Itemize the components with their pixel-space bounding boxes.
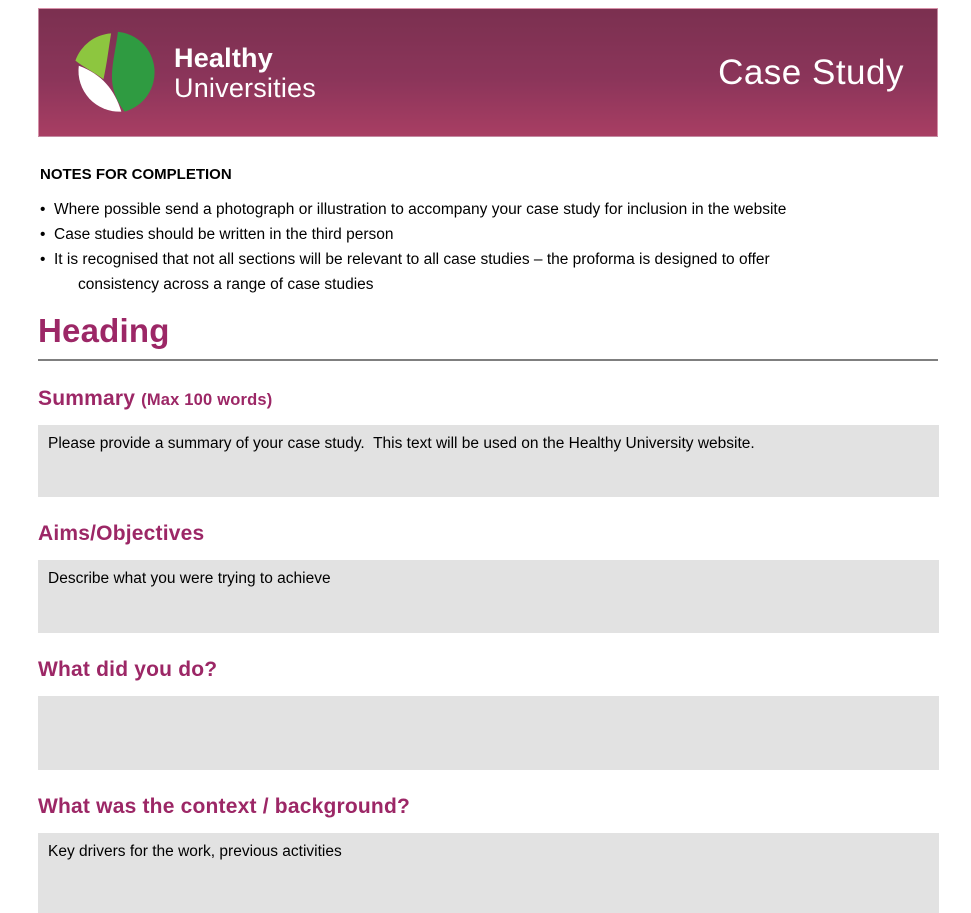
notes-bullet-list: Where possible send a photograph or illu… bbox=[38, 197, 938, 297]
section-summary-title-text: Summary bbox=[38, 387, 136, 410]
section-what-did-you-do: What did you do? bbox=[38, 658, 939, 770]
page-title: Heading bbox=[38, 312, 170, 349]
header-banner: Healthy Universities Case Study bbox=[38, 8, 938, 137]
aims-objectives-placeholder-text: Describe what you were trying to achieve bbox=[48, 570, 331, 587]
logo-wordmark-line1: Healthy bbox=[174, 42, 273, 73]
section-summary: Summary (Max 100 words) Please provide a … bbox=[38, 387, 939, 497]
notes-for-completion-heading: NOTES FOR COMPLETION bbox=[40, 166, 232, 183]
logo-wordmark-line2: Universities bbox=[174, 72, 316, 103]
document-title: Case Study bbox=[718, 52, 904, 92]
section-context-background-title: What was the context / background? bbox=[38, 795, 411, 818]
healthy-universities-sphere-icon bbox=[75, 31, 155, 112]
section-what-did-you-do-title: What did you do? bbox=[38, 658, 218, 681]
section-context-background: What was the context / background? Key d… bbox=[38, 795, 939, 913]
logo-wordmark: Healthy Universities bbox=[174, 43, 316, 103]
note-bullet-3-text: It is recognised that not all sections w… bbox=[54, 251, 770, 268]
summary-answer-box[interactable]: Please provide a summary of your case st… bbox=[38, 425, 939, 497]
context-background-answer-box[interactable]: Key drivers for the work, previous activ… bbox=[38, 833, 939, 913]
banner-logo-group: Healthy Universities bbox=[39, 30, 316, 115]
context-background-placeholder-text: Key drivers for the work, previous activ… bbox=[48, 843, 342, 860]
note-bullet-2: Case studies should be written in the th… bbox=[40, 222, 938, 247]
what-did-you-do-answer-box[interactable] bbox=[38, 696, 939, 770]
section-summary-subtitle: (Max 100 words) bbox=[141, 391, 273, 409]
section-summary-title: Summary (Max 100 words) bbox=[38, 387, 938, 411]
heading-divider bbox=[38, 359, 938, 361]
section-aims-objectives: Aims/Objectives Describe what you were t… bbox=[38, 522, 939, 633]
summary-placeholder-text: Please provide a summary of your case st… bbox=[48, 435, 755, 452]
what-did-you-do-placeholder-text bbox=[48, 705, 929, 725]
note-bullet-2-text: Case studies should be written in the th… bbox=[54, 226, 394, 243]
aims-objectives-answer-box[interactable]: Describe what you were trying to achieve bbox=[38, 560, 939, 633]
note-bullet-1: Where possible send a photograph or illu… bbox=[40, 197, 938, 222]
note-bullet-3-continuation: consistency across a range of case studi… bbox=[78, 276, 374, 293]
section-aims-objectives-title: Aims/Objectives bbox=[38, 522, 205, 545]
note-bullet-1-text: Where possible send a photograph or illu… bbox=[54, 201, 787, 218]
note-bullet-3: It is recognised that not all sections w… bbox=[40, 247, 938, 297]
